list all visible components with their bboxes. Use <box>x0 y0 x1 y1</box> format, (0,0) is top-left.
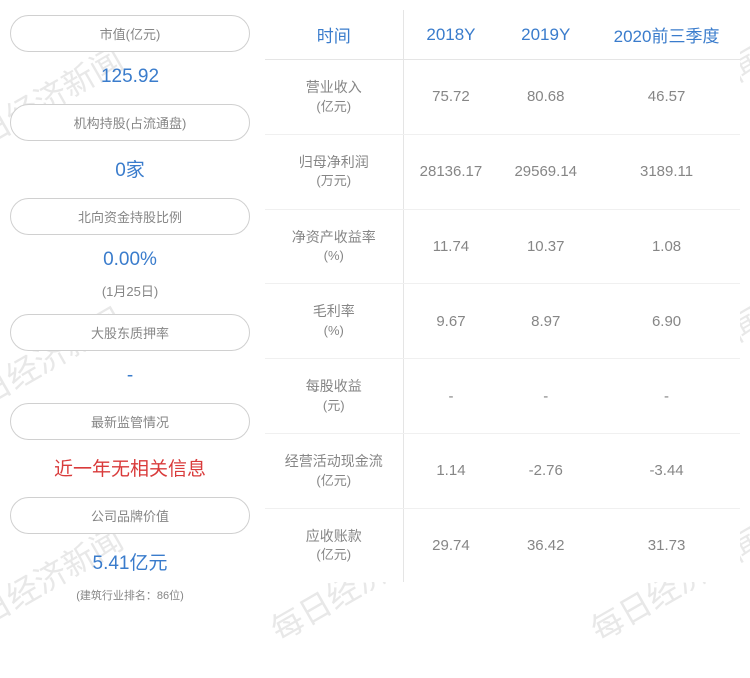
metric-cell: 应收账款(亿元) <box>265 508 403 582</box>
value-cell: 3189.11 <box>593 134 740 209</box>
card-institutional-label: 机构持股(占流通盘) <box>10 104 250 141</box>
card-brand-sub: (建筑行业排名：86位) <box>10 587 250 603</box>
value-cell: 9.67 <box>403 284 498 359</box>
value-cell: 28136.17 <box>403 134 498 209</box>
card-market-value: 125.92 <box>10 60 250 96</box>
value-cell: - <box>593 359 740 434</box>
metric-cell: 营业收入(亿元) <box>265 60 403 135</box>
card-regulation-value: 近一年无相关信息 <box>10 448 250 489</box>
value-cell: 29.74 <box>403 508 498 582</box>
header-2018: 2018Y <box>403 10 498 60</box>
metric-cell: 经营活动现金流(亿元) <box>265 433 403 508</box>
value-cell: 8.97 <box>498 284 593 359</box>
metric-cell: 归母净利润(万元) <box>265 134 403 209</box>
value-cell: 80.68 <box>498 60 593 135</box>
value-cell: - <box>498 359 593 434</box>
card-pledge-label: 大股东质押率 <box>10 314 250 351</box>
right-panel: 时间 2018Y 2019Y 2020前三季度 营业收入(亿元)75.7280.… <box>260 0 750 678</box>
value-cell: 46.57 <box>593 60 740 135</box>
metric-cell: 每股收益(元) <box>265 359 403 434</box>
table-row: 毛利率(%)9.678.976.90 <box>265 284 740 359</box>
table-row: 每股收益(元)--- <box>265 359 740 434</box>
card-brand-value: 5.41亿元 <box>10 542 250 583</box>
value-cell: 31.73 <box>593 508 740 582</box>
value-cell: 6.90 <box>593 284 740 359</box>
value-cell: 1.08 <box>593 209 740 284</box>
header-time: 时间 <box>265 10 403 60</box>
header-2019: 2019Y <box>498 10 593 60</box>
table-row: 经营活动现金流(亿元)1.14-2.76-3.44 <box>265 433 740 508</box>
table-header-row: 时间 2018Y 2019Y 2020前三季度 <box>265 10 740 60</box>
card-northbound-label: 北向资金持股比例 <box>10 198 250 235</box>
value-cell: 29569.14 <box>498 134 593 209</box>
header-2020: 2020前三季度 <box>593 10 740 60</box>
card-regulation-label: 最新监管情况 <box>10 403 250 440</box>
value-cell: 75.72 <box>403 60 498 135</box>
table-row: 应收账款(亿元)29.7436.4231.73 <box>265 508 740 582</box>
card-brand-label: 公司品牌价值 <box>10 497 250 534</box>
financial-table: 时间 2018Y 2019Y 2020前三季度 营业收入(亿元)75.7280.… <box>265 10 740 582</box>
left-panel: 市值(亿元) 125.92 机构持股(占流通盘) 0家 北向资金持股比例 0.0… <box>0 0 260 678</box>
value-cell: -2.76 <box>498 433 593 508</box>
table-row: 净资产收益率(%)11.7410.371.08 <box>265 209 740 284</box>
card-northbound-value: 0.00% <box>10 243 250 279</box>
value-cell: 10.37 <box>498 209 593 284</box>
card-market-value-label: 市值(亿元) <box>10 15 250 52</box>
value-cell: 36.42 <box>498 508 593 582</box>
card-institutional-value: 0家 <box>10 149 250 190</box>
value-cell: 11.74 <box>403 209 498 284</box>
table-row: 营业收入(亿元)75.7280.6846.57 <box>265 60 740 135</box>
table-row: 归母净利润(万元)28136.1729569.143189.11 <box>265 134 740 209</box>
value-cell: 1.14 <box>403 433 498 508</box>
card-northbound-sub: (1月25日) <box>10 281 250 306</box>
value-cell: - <box>403 359 498 434</box>
value-cell: -3.44 <box>593 433 740 508</box>
metric-cell: 净资产收益率(%) <box>265 209 403 284</box>
card-pledge-value: - <box>10 359 250 395</box>
metric-cell: 毛利率(%) <box>265 284 403 359</box>
